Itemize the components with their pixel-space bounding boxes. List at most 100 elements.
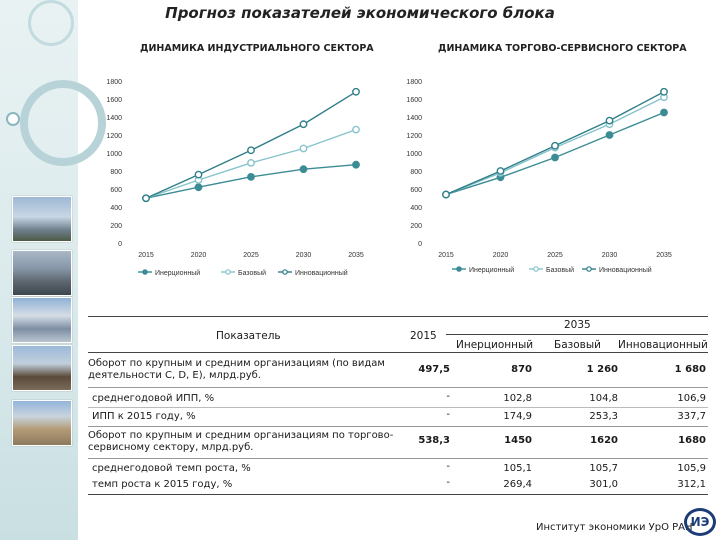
table-header-scenario-base: Базовый [554,339,601,351]
table-header-scenario-innovation: Инновационный [618,339,708,351]
table-cell-innovation: 1 680 [674,364,706,375]
table-cell-base: 538,3 [418,435,450,446]
table-header-base-year: 2015 [410,330,437,342]
y-tick-label: 1800 [406,79,422,86]
legend-marker [456,266,462,272]
table-cell-base-scenario: 104,8 [589,393,618,404]
y-tick-label: 800 [110,169,122,176]
data-point [442,190,450,199]
series-line [145,91,357,199]
y-tick-label: 1200 [106,133,122,140]
series-line [145,164,357,199]
y-tick-label: 400 [410,205,422,212]
decorative-dot [6,112,20,126]
y-tick-label: 400 [110,205,122,212]
x-tick-label: 2025 [243,252,259,259]
city-photo-tower [12,400,72,446]
table-row-label: ИПП к 2015 году, % [92,411,196,422]
x-tick-label: 2015 [138,252,154,259]
legend-marker [142,269,148,275]
table-cell-base-scenario: 1620 [590,435,618,446]
data-point [194,170,203,179]
table-cell-base-scenario: 105,7 [589,463,618,474]
y-tick-label: 0 [118,241,122,248]
table-row-label: Оборот по крупным и средним организациям… [88,430,394,453]
y-tick-label: 800 [410,169,422,176]
legend-marker [282,269,288,275]
legend-marker [533,266,539,272]
table-header-divider [446,334,708,335]
chart-title-trade: ДИНАМИКА ТОРГОВО-СЕРВИСНОГО СЕКТОРА [438,43,687,54]
legend-label: Инерционный [155,269,200,277]
city-photo-building [12,297,72,343]
table-bottom-border [88,494,708,495]
data-point [247,172,255,181]
data-point [299,120,308,129]
legend-label: Инновационный [599,266,652,274]
y-tick-label: 200 [110,223,122,230]
y-tick-label: 1400 [406,115,422,122]
x-tick-label: 2020 [191,252,207,259]
legend-marker [586,266,592,272]
data-point [551,141,559,150]
data-point [605,131,614,139]
data-point [299,165,308,174]
city-photo-skyline [12,196,72,242]
y-tick-label: 0 [418,241,422,248]
data-point [660,108,668,117]
legend-label: Инновационный [295,269,348,277]
logo-text: ИЭ [690,515,710,529]
y-tick-label: 1400 [106,115,122,122]
table-cell-innovation: 337,7 [677,411,706,422]
table-cell-innovation: 312,1 [677,479,706,490]
city-photo-monument [12,345,72,391]
data-point [660,87,668,96]
table-row-divider [88,426,708,427]
table-row-divider [88,407,708,408]
legend-label: Базовый [238,269,266,277]
table-header-bottom-border [88,352,708,353]
table-row-label: Оборот по крупным и средним организациям… [88,358,385,381]
chart-title-industrial: ДИНАМИКА ИНДУСТРИАЛЬНОГО СЕКТОРА [140,43,374,54]
y-tick-label: 200 [410,223,422,230]
data-point [551,153,559,162]
data-point [352,125,360,134]
decorative-ring-top [28,0,74,46]
table-header-target-year: 2035 [564,319,591,331]
table-cell-base: - [446,409,450,420]
city-photo-panorama [12,250,72,296]
y-tick-label: 1000 [406,151,422,158]
x-tick-label: 2035 [656,252,672,259]
data-point [142,194,150,203]
table-cell-base: 497,5 [418,364,450,375]
table-row-divider [88,387,708,388]
table-cell-base-scenario: 253,3 [589,411,618,422]
table-cell-inertial: 174,9 [503,411,532,422]
decorative-ring [20,80,106,166]
y-tick-label: 600 [110,187,122,194]
institute-footer: Институт экономики УрО РАН [536,522,693,533]
x-tick-label: 2030 [296,252,312,259]
legend-marker [225,269,231,275]
table-row-label: среднегодовой ИПП, % [92,393,215,404]
forecast-table: Показатель 2015 2035 Инерционный Базовый… [88,316,708,496]
table-cell-base: - [446,477,450,488]
data-point [194,183,203,192]
table-cell-inertial: 1450 [504,435,532,446]
table-cell-base-scenario: 301,0 [589,479,618,490]
decorative-sidebar [0,0,106,540]
table-row-label: среднегодовой темп роста, % [92,463,251,474]
x-tick-label: 2015 [438,252,454,259]
y-tick-label: 1800 [106,79,122,86]
table-cell-innovation: 106,9 [677,393,706,404]
x-tick-label: 2035 [348,252,364,259]
table-row-label: темп роста к 2015 году, % [92,479,233,490]
data-point [352,160,360,169]
x-tick-label: 2020 [493,252,509,259]
data-point [605,116,614,125]
institute-logo: ИЭ [684,508,716,536]
y-tick-label: 1600 [106,97,122,104]
table-cell-inertial: 102,8 [503,393,532,404]
data-point [299,144,308,153]
chart-trade: 0 200 400 600 800 1000 1200 1400 1600 1800 2015 202… [406,79,672,274]
